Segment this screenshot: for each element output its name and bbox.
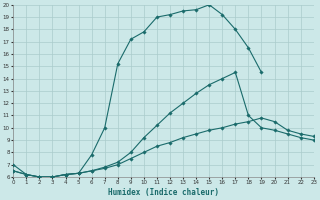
X-axis label: Humidex (Indice chaleur): Humidex (Indice chaleur)	[108, 188, 219, 197]
